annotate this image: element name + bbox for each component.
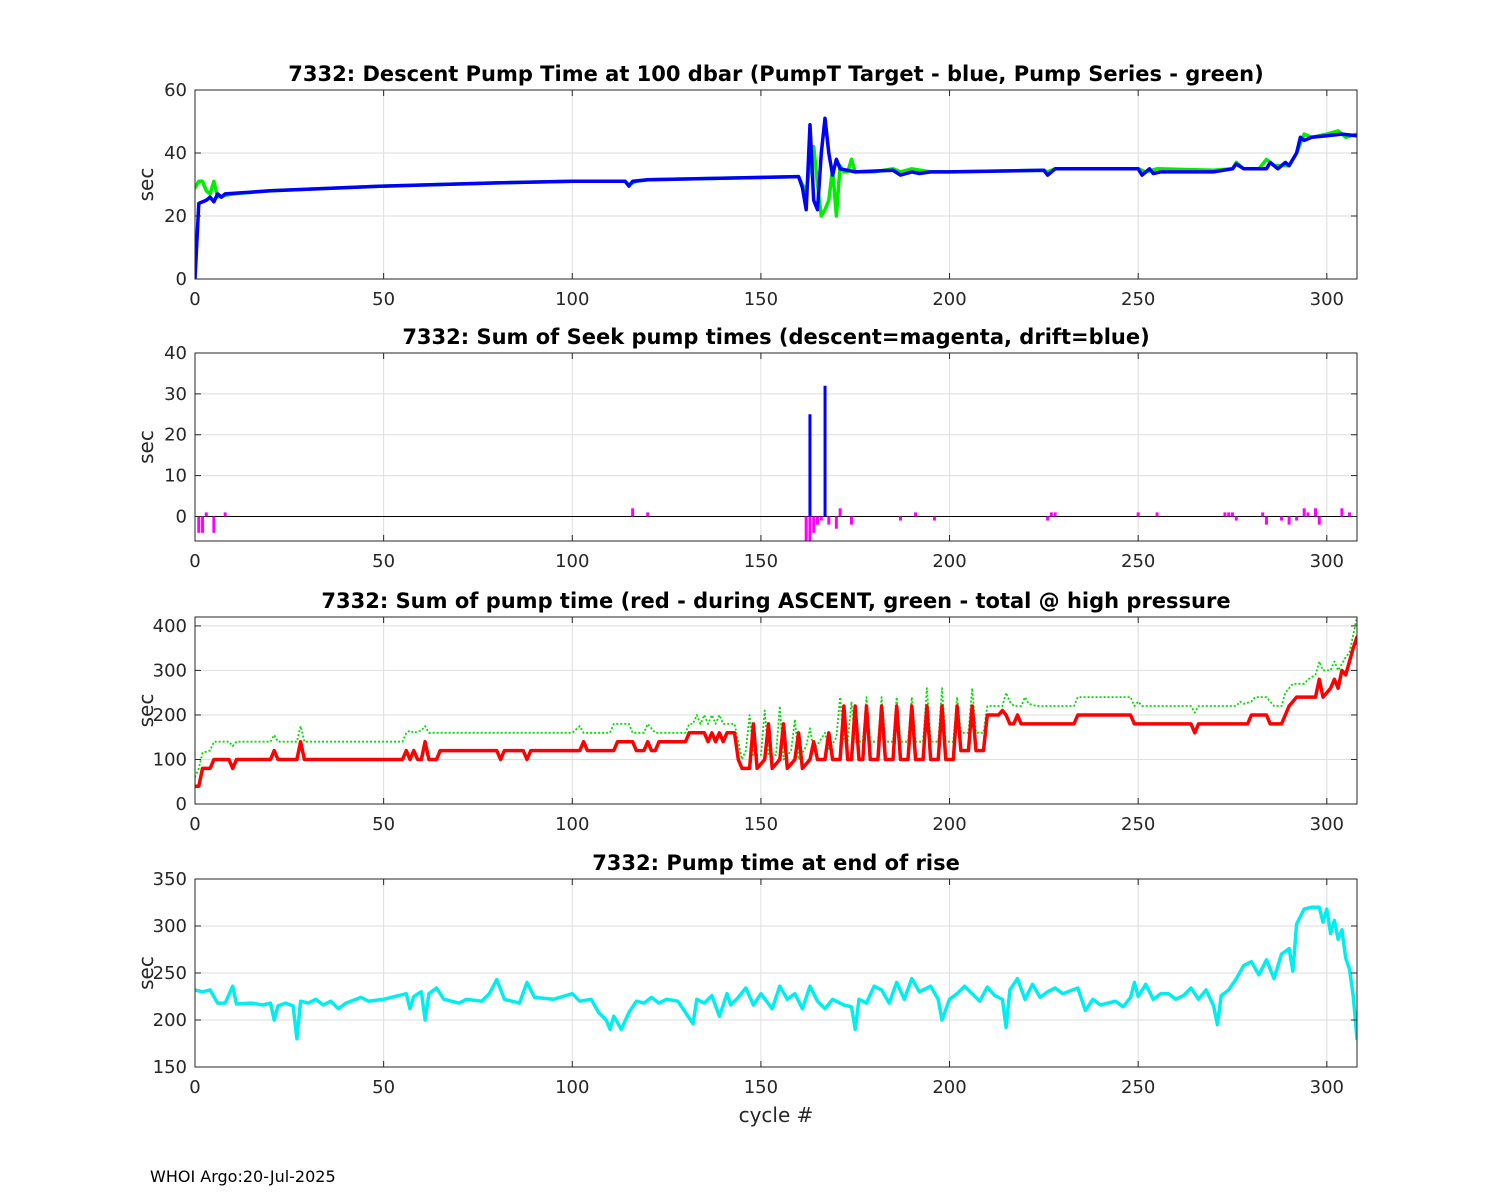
total-high-pressure-line [195,617,1357,778]
x-tick-label: 0 [189,1077,200,1098]
plot-area [195,90,1357,279]
x-tick-label: 50 [372,289,395,310]
x-tick-label: 300 [1310,1077,1344,1098]
descent-pump-time-panel: 0 50 100 150 200 250 300 0 20 40 60 7332: Descent P… [134,62,1358,310]
x-tick-label: 100 [555,814,589,835]
x-tick-label: 200 [932,289,966,310]
x-tick-label: 50 [372,1077,395,1098]
y-axis-label: sec [134,956,158,990]
axes-box [194,89,1358,280]
axes-box [194,616,1358,805]
axes-box [194,352,1358,542]
y-tick-label: 20 [164,425,187,446]
y-tick-label: 20 [164,206,187,227]
x-tick-label: 150 [744,551,778,572]
x-tick-label: 200 [932,1077,966,1098]
seek-pump-times-panel: 0 50 100 150 200 250 300 0 10 20 30 40 7332: Sum of … [134,325,1358,572]
x-tick-label: 50 [372,551,395,572]
x-tick-label: 250 [1121,814,1155,835]
data-layer [195,617,1357,788]
x-tick-label: 150 [744,814,778,835]
x-tick-label: 0 [189,551,200,572]
y-tick-label: 40 [164,343,187,364]
plot-area [195,353,1357,541]
y-axis-label: sec [134,694,158,728]
data-layer [197,385,1351,541]
y-tick-label: 10 [164,466,187,487]
x-tick-label: 200 [932,551,966,572]
x-tick-label: 50 [372,814,395,835]
x-tick-label: 0 [189,814,200,835]
y-tick-label: 400 [153,616,187,637]
chart-title: 7332: Sum of pump time (red - during ASC… [321,589,1230,613]
y-tick-label: 0 [176,506,187,527]
chart-title: 7332: Descent Pump Time at 100 dbar (Pum… [288,62,1263,86]
y-tick-label: 300 [153,660,187,681]
x-tick-label: 100 [555,1077,589,1098]
x-tick-label: 300 [1310,551,1344,572]
y-tick-label: 200 [153,1010,187,1031]
y-tick-label: 150 [153,1057,187,1078]
x-tick-label: 250 [1121,1077,1155,1098]
x-tick-label: 300 [1310,289,1344,310]
end-of-rise-pump-time-panel: 0 50 100 150 200 250 300 150 200 250 300 350 7332: P… [134,851,1358,1127]
footer-note: WHOI Argo:20-Jul-2025 [150,1167,336,1186]
y-tick-label: 30 [164,384,187,405]
x-tick-label: 150 [744,1077,778,1098]
pumpt-target-line [195,116,1357,279]
y-axis-label: sec [134,168,158,202]
x-tick-label: 100 [555,551,589,572]
x-tick-label: 0 [189,289,200,310]
x-tick-label: 250 [1121,551,1155,572]
y-tick-label: 60 [164,80,187,101]
data-layer [195,905,1357,1041]
y-tick-label: 250 [153,963,187,984]
ascent-pump-time-panel: 0 50 100 150 200 250 300 0 100 200 300 400 7332: Sum… [134,589,1358,835]
x-tick-label: 150 [744,289,778,310]
pump-time-at-end-of-rise-line [195,905,1357,1041]
y-tick-label: 300 [153,916,187,937]
data-layer [195,116,1357,279]
chart-title: 7332: Pump time at end of rise [592,851,960,875]
x-axis-label: cycle # [739,1103,814,1127]
y-tick-label: 40 [164,143,187,164]
y-tick-label: 0 [176,794,187,815]
y-tick-label: 350 [153,869,187,890]
plot-area [195,617,1357,804]
x-tick-label: 300 [1310,814,1344,835]
during-ascent-line [195,635,1357,788]
x-tick-label: 100 [555,289,589,310]
x-tick-label: 200 [932,814,966,835]
chart-title: 7332: Sum of Seek pump times (descent=ma… [402,325,1149,349]
y-tick-label: 100 [153,749,187,770]
y-tick-label: 200 [153,705,187,726]
x-tick-label: 250 [1121,289,1155,310]
y-axis-label: sec [134,430,158,464]
y-tick-label: 0 [176,269,187,290]
